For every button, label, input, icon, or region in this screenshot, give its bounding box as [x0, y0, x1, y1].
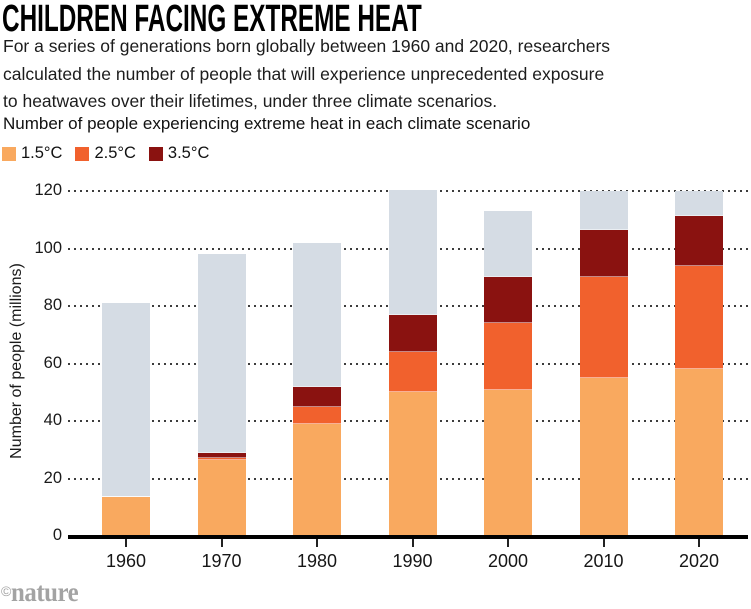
legend-label-2.5c: 2.5°C [94, 144, 136, 162]
bar-1970-segment-1.5°C [197, 459, 246, 536]
bar-2020-segment-1.5°C [675, 369, 723, 536]
x-label-2000: 2000 [487, 551, 529, 571]
intro-paragraph: For a series of generations born globall… [3, 33, 610, 116]
legend-swatch-1.5c [2, 146, 16, 161]
bar-1960-segment-1.5°C [102, 497, 150, 536]
x-label-1990: 1990 [392, 551, 433, 571]
x-tick-1960 [125, 539, 127, 547]
x-label-2010: 2010 [583, 551, 624, 571]
y-tick-label-80: 80 [43, 296, 62, 315]
bar-2000-segment-1.5°C [484, 389, 532, 536]
legend: 1.5°C 2.5°C 3.5°C [2, 144, 209, 163]
y-tick-label-40: 40 [43, 411, 62, 430]
bar-2010-segment-1.5°C [579, 378, 628, 536]
intro-line-1: For a series of generations born globall… [3, 36, 611, 56]
bar-1990-segment-1.5°C [388, 392, 437, 536]
x-tick-2010 [602, 539, 605, 547]
nature-logo: ©nature [1, 577, 84, 608]
legend-item-2.5c: 2.5°C [75, 144, 136, 163]
x-tick-2020 [698, 539, 700, 547]
page-title: CHILDREN FACING EXTREME HEAT [2, 0, 422, 40]
y-tick-label-20: 20 [43, 468, 62, 487]
chart-title: Number of people experiencing extreme he… [3, 114, 531, 133]
x-label-1980: 1980 [296, 551, 338, 571]
y-tick-label-60: 60 [43, 353, 62, 372]
intro-line-2: calculated the number of people that wil… [3, 63, 605, 84]
y-tick-label-100: 100 [34, 238, 62, 257]
x-tick-1970 [220, 539, 223, 547]
y-tick-label-120: 120 [34, 181, 62, 200]
legend-label-3.5c: 3.5°C [167, 144, 210, 162]
legend-swatch-3.5c [148, 146, 163, 161]
bar-1960-generation-total [102, 303, 150, 536]
x-label-2020: 2020 [678, 551, 720, 571]
bar-1980-segment-1.5°C [293, 423, 341, 536]
x-axis-line [68, 535, 748, 539]
intro-line-3: to heatwaves over their lifetimes, under… [3, 91, 498, 111]
y-tick-label-0: 0 [52, 526, 62, 544]
x-label-1960: 1960 [105, 551, 147, 571]
x-label-1970: 1970 [201, 551, 242, 571]
x-tick-1980 [316, 539, 318, 547]
legend-item-3.5c: 3.5°C [148, 144, 210, 163]
nature-wordmark: nature [11, 577, 79, 607]
x-tick-1990 [411, 539, 414, 547]
copyright-icon: © [1, 583, 12, 599]
legend-swatch-2.5c [75, 146, 90, 161]
legend-label-1.5c: 1.5°C [21, 144, 63, 162]
legend-item-1.5c: 1.5°C [2, 144, 62, 163]
x-tick-2000 [507, 539, 509, 547]
